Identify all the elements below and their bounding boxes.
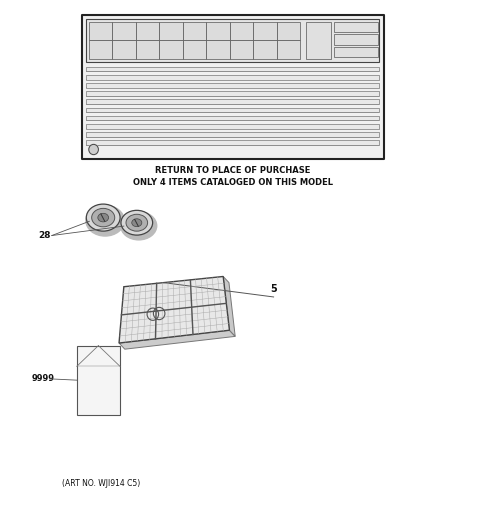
Ellipse shape [132,219,142,227]
Bar [183,40,206,59]
Bar [230,22,253,40]
Bar [89,22,112,40]
Bar [206,22,230,40]
Bar [86,116,379,120]
Bar [334,47,378,57]
Bar [86,108,379,112]
Ellipse shape [126,215,148,231]
Bar [277,22,300,40]
Bar [112,40,136,59]
Bar [206,40,230,59]
Bar [253,22,277,40]
Bar [86,19,379,62]
Text: RETURN TO PLACE OF PURCHASE: RETURN TO PLACE OF PURCHASE [155,166,311,176]
Text: 28: 28 [38,231,50,240]
Bar [86,75,379,79]
Bar [334,22,378,32]
Bar [183,22,206,40]
Bar [86,83,379,88]
Polygon shape [119,330,235,349]
Bar [86,120,379,121]
Bar [159,22,183,40]
Bar [159,40,183,59]
Bar [86,91,379,96]
Bar [86,132,379,137]
Bar [86,71,379,72]
Polygon shape [223,276,235,336]
Circle shape [89,144,98,155]
Bar [136,22,159,40]
Text: 5: 5 [270,284,277,294]
Bar [253,40,277,59]
Text: ONLY 4 ITEMS CATALOGED ON THIS MODEL: ONLY 4 ITEMS CATALOGED ON THIS MODEL [133,178,333,187]
Text: (ART NO. WJI914 C5): (ART NO. WJI914 C5) [62,479,141,488]
Bar [230,40,253,59]
Bar [86,112,379,113]
Bar [277,40,300,59]
Bar [86,96,379,97]
Bar [86,79,379,80]
Ellipse shape [92,208,115,227]
Bar [136,40,159,59]
Ellipse shape [121,212,157,240]
Bar [77,346,120,415]
Bar [86,67,379,71]
Bar [334,34,378,45]
Bar [86,99,379,104]
Ellipse shape [86,205,124,236]
Bar [86,145,379,146]
Polygon shape [119,276,229,343]
Ellipse shape [121,210,153,235]
Bar [86,124,379,129]
Bar [89,40,112,59]
Bar [86,129,379,130]
Bar [86,88,379,89]
Bar [86,137,379,138]
Bar [82,15,384,159]
Bar [86,140,379,145]
Ellipse shape [86,204,120,231]
Ellipse shape [98,214,108,222]
Bar [112,22,136,40]
Bar [86,104,379,105]
Text: 9999: 9999 [31,374,54,383]
Bar [306,22,331,59]
